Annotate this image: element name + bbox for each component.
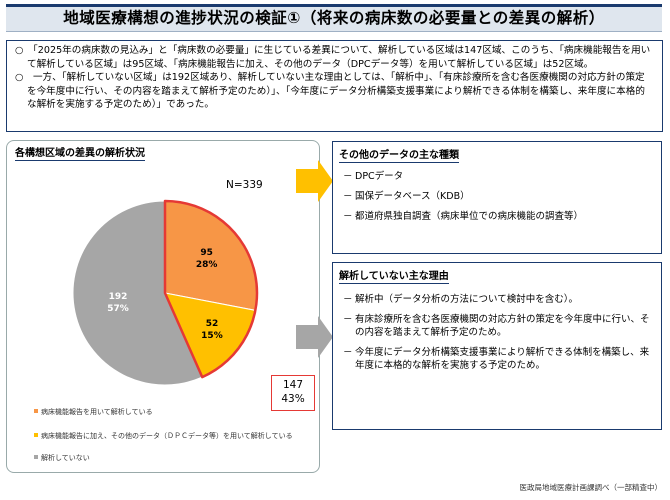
slice-value: 95 (200, 247, 213, 258)
pie-slice-not-analyzed (72, 200, 203, 386)
pie-chart (72, 199, 259, 386)
slice-value: 192 (108, 291, 128, 302)
list-item: － DPCデータ (343, 171, 404, 182)
slice-label-other-data: 52 15% (196, 318, 228, 342)
legend-swatch (34, 454, 38, 459)
analyzed-highlight-outline (163, 199, 259, 379)
slice-pct: 28% (195, 259, 218, 270)
callout-count: 147 (282, 379, 304, 391)
slice-value: 52 (205, 319, 219, 330)
not-analyzed-reasons-box: 解析していない主な理由 －解析中（データ分析の方法について検討中を含む）。 －有… (332, 262, 662, 430)
page-title: 地域医療構想の進捗状況の検証①（将来の病床数の必要量との差異の解析） (63, 9, 605, 27)
legend-item-other-data: 病床機能報告に加え、その他のデータ（ＤＰＣデータ等）を用いて解析している (34, 431, 293, 441)
slice-label-not-analyzed: 192 57% (102, 291, 134, 315)
legend-swatch (34, 408, 38, 413)
summary-item-2: ○ 一方、「解析していない区域」は192区域あり、解析していない主な理由としては… (15, 72, 645, 111)
analysis-status-panel: 各構想区域の差異の解析状況 N=339 95 28% 52 15% 192 57… (6, 140, 320, 473)
summary-item-1: ○ 「2025年の病床数の見込み」と「病床数の必要量」に生じている差異について、… (15, 45, 651, 70)
callout-pct: 43% (281, 393, 305, 405)
legend-swatch (34, 432, 38, 437)
list-item: －解析中（データ分析の方法について検討中を含む）。 (343, 294, 578, 305)
panel-heading: 各構想区域の差異の解析状況 (15, 144, 145, 161)
summary-box: ○ 「2025年の病床数の見込み」と「病床数の必要量」に生じている差異について、… (6, 40, 663, 132)
legend-item-not-analyzed: 解析していない (34, 453, 90, 463)
list-item: －有床診療所を含む各医療機関の対応方針の策定を今年度中に行い、その内容を踏まえて… (343, 314, 650, 338)
n-count-label: N=339 (226, 179, 263, 191)
analyzed-total-callout: 147 43% (271, 375, 315, 411)
other-data-heading: その他のデータの主な種類 (339, 146, 459, 163)
other-data-box: その他のデータの主な種類 － DPCデータ －国保データベース（KDB） －都道府… (332, 141, 662, 254)
list-item: －今年度にデータ分析構築支援事業により解析できる体制を構築し、来年度に本格的な解… (343, 347, 650, 371)
title-bar: 地域医療構想の進捗状況の検証①（将来の病床数の必要量との差異の解析） (6, 4, 662, 32)
other-data-list: － DPCデータ －国保データベース（KDB） －都道府県独自調査（病床単位での病… (343, 170, 583, 230)
slice-label-reported: 95 28% (191, 247, 223, 271)
list-item: －国保データベース（KDB） (343, 191, 470, 202)
arrow-right-icon (296, 316, 333, 358)
not-analyzed-heading: 解析していない主な理由 (339, 267, 449, 284)
arrow-right-icon (296, 160, 333, 202)
legend-item-reported: 病床機能報告を用いて解析している (34, 407, 153, 417)
source-note: 医政局地域医療計画課調べ（一部精査中） (519, 483, 663, 492)
list-item: －都道府県独自調査（病床単位での病床機能の調査等） (343, 211, 584, 222)
slice-pct: 15% (201, 331, 223, 342)
slice-pct: 57% (107, 303, 129, 314)
reasons-list: －解析中（データ分析の方法について検討中を含む）。 －有床診療所を含む各医療機関… (343, 293, 653, 379)
